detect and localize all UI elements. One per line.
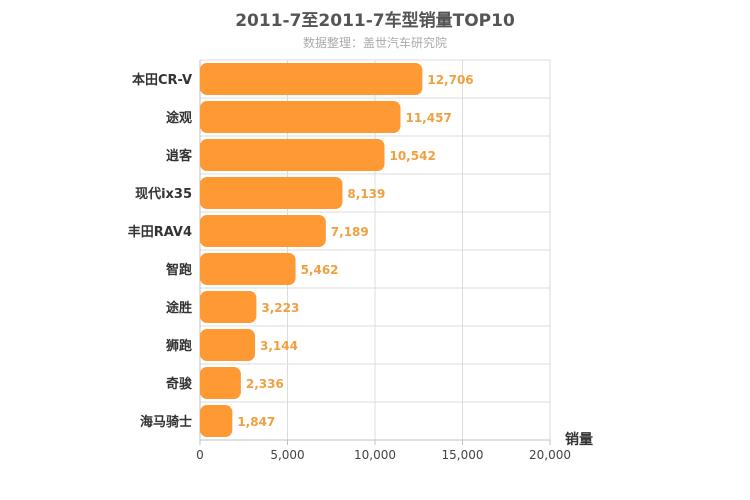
bar bbox=[200, 177, 343, 209]
category-label: 逍客 bbox=[166, 148, 193, 164]
category-label: 本田CR-V bbox=[132, 72, 192, 88]
x-tick-label: 0 bbox=[196, 448, 204, 462]
bar-value-label: 7,189 bbox=[331, 225, 369, 239]
x-axis-title: 销量 bbox=[565, 431, 593, 448]
bar bbox=[200, 253, 296, 285]
bar bbox=[200, 291, 257, 323]
bar bbox=[200, 215, 326, 247]
bar-value-label: 10,542 bbox=[389, 149, 435, 163]
x-tick-label: 15,000 bbox=[442, 448, 484, 462]
bar bbox=[200, 139, 385, 171]
chart-title: 2011-7至2011-7车型销量TOP10 bbox=[235, 11, 515, 31]
x-tick-label: 10,000 bbox=[354, 448, 396, 462]
category-label: 途胜 bbox=[166, 300, 192, 316]
category-label: 途观 bbox=[166, 110, 192, 126]
x-tick-label: 5,000 bbox=[270, 448, 304, 462]
chart-subtitle: 数据整理：盖世汽车研究院 bbox=[302, 36, 447, 50]
bar bbox=[200, 405, 233, 437]
category-label: 智跑 bbox=[166, 262, 192, 278]
category-label: 奇骏 bbox=[166, 376, 193, 392]
bar-value-label: 3,223 bbox=[261, 301, 299, 315]
bar bbox=[200, 367, 241, 399]
bar-value-label: 3,144 bbox=[260, 339, 298, 353]
bar-value-label: 12,706 bbox=[427, 73, 473, 87]
category-label: 丰田RAV4 bbox=[128, 224, 192, 240]
x-axis-ticks: 0 5,000 10,000 15,000 20,000 bbox=[196, 440, 571, 462]
bar-value-label: 8,139 bbox=[347, 187, 385, 201]
category-label: 现代ix35 bbox=[135, 186, 192, 202]
bar bbox=[200, 63, 423, 95]
category-label: 海马骑士 bbox=[140, 414, 192, 430]
bar bbox=[200, 101, 401, 133]
bar-value-label: 2,336 bbox=[246, 377, 284, 391]
bar-value-label: 1,847 bbox=[237, 415, 275, 429]
bar bbox=[200, 329, 256, 361]
x-tick-label: 20,000 bbox=[529, 448, 571, 462]
category-label: 狮跑 bbox=[165, 338, 192, 354]
bar-value-label: 5,462 bbox=[301, 263, 339, 277]
bar-value-label: 11,457 bbox=[405, 111, 451, 125]
bars: 12,706 11,457 10,542 8,139 7,189 5,462 3,223 3,… bbox=[200, 63, 474, 437]
